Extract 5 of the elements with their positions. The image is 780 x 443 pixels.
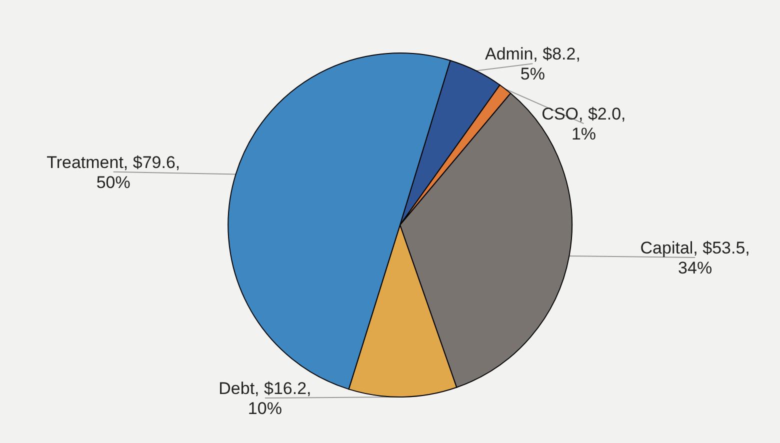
- slice-label: Treatment, $79.6, 50%: [46, 152, 180, 192]
- slice-label: CSO, $2.0, 1%: [542, 104, 626, 144]
- slice-label: Capital, $53.5, 34%: [640, 238, 750, 278]
- slice-label: Admin, $8.2, 5%: [484, 44, 580, 84]
- slice-label: Debt, $16.2, 10%: [218, 379, 312, 418]
